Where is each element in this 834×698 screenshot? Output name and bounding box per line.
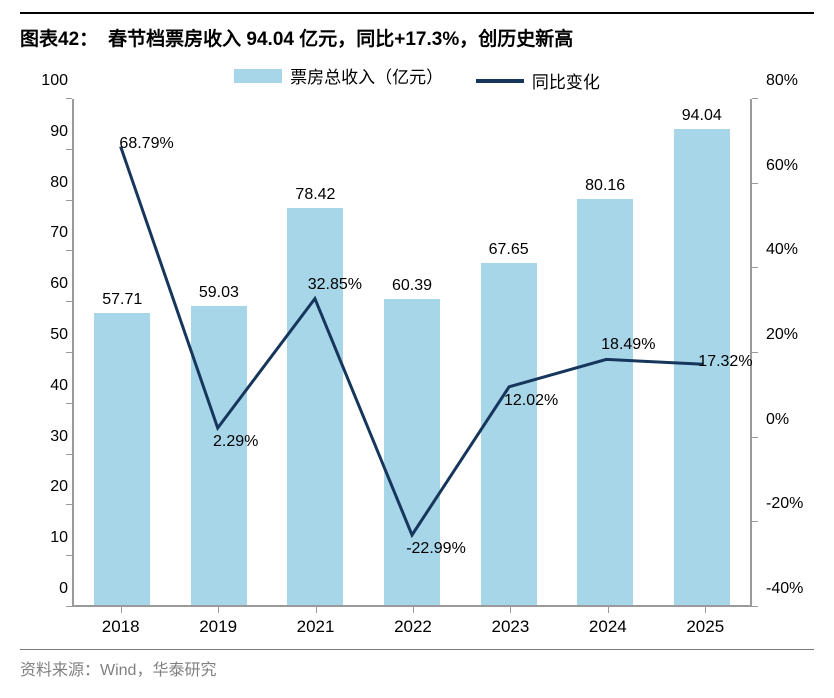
y-left-tick: 90 [18, 123, 68, 141]
title-prefix: 图表42： [20, 29, 98, 50]
legend-line-swatch [476, 79, 524, 83]
y-right-tick: 0% [766, 411, 816, 429]
legend-line-label: 同比变化 [532, 68, 600, 93]
line-value-label: -22.99% [406, 540, 466, 558]
line-value-label: 18.49% [601, 336, 655, 354]
y-axis-left: 0102030405060708090100 [20, 99, 70, 607]
source-row: 资料来源：Wind，华泰研究 [20, 649, 814, 680]
x-axis: 2018201920212022202320242025 [72, 609, 754, 643]
x-tick: 2018 [72, 609, 169, 643]
legend-bar-swatch [234, 69, 282, 83]
chart-area: 票房总收入（亿元） 同比变化 0 10 20 30 40 50 60 70 80 90 100 -4… [20, 63, 814, 643]
x-tick: 2022 [364, 609, 461, 643]
title-row: 图表42： 春节档票房收入 94.04 亿元，同比+17.3%，创历史新高 [20, 12, 814, 59]
line-value-label: 12.02% [504, 392, 558, 410]
line-value-label: 32.85% [308, 276, 362, 294]
x-tick: 2019 [169, 609, 266, 643]
y-left-tick: 0 [18, 580, 68, 598]
y-left-tick: 10 [18, 529, 68, 547]
y-left-tick: 70 [18, 224, 68, 242]
legend-item-bar: 票房总收入（亿元） [234, 63, 443, 88]
legend-item-line: 同比变化 [476, 68, 600, 93]
y-left-tick: 50 [18, 326, 68, 344]
y-left-tick: 80 [18, 174, 68, 192]
line-value-label: 68.79% [119, 135, 173, 153]
title-text: 春节档票房收入 94.04 亿元，同比+17.3%，创历史新高 [108, 29, 573, 50]
y-right-tick: 20% [766, 326, 816, 344]
y-right-tick: 80% [766, 72, 816, 90]
y-right-tick: 60% [766, 157, 816, 175]
y-left-tick: 20 [18, 478, 68, 496]
y-left-tick: 40 [18, 377, 68, 395]
source-label: 资料来源：Wind，华泰研究 [20, 662, 216, 679]
x-tick: 2021 [267, 609, 364, 643]
legend-bar-label: 票房总收入（亿元） [290, 63, 443, 88]
x-tick: 2023 [462, 609, 559, 643]
y-left-tick: 100 [18, 72, 68, 90]
y-right-tick: -20% [766, 495, 816, 513]
x-tick: 2024 [559, 609, 656, 643]
y-right-tick: -40% [766, 580, 816, 598]
line-value-label: 2.29% [213, 433, 258, 451]
y-axis-right: -40%-20%0%20%40%60%80% [764, 99, 814, 607]
y-left-tick: 60 [18, 275, 68, 293]
line-value-label: 17.32% [698, 353, 752, 371]
chart-title: 图表42： 春节档票房收入 94.04 亿元，同比+17.3%，创历史新高 [20, 29, 573, 50]
legend: 票房总收入（亿元） 同比变化 [20, 63, 814, 93]
figure-container: 图表42： 春节档票房收入 94.04 亿元，同比+17.3%，创历史新高 票房总… [0, 0, 834, 698]
y-left-tick: 30 [18, 428, 68, 446]
y-right-tick: 40% [766, 241, 816, 259]
x-tick: 2025 [657, 609, 754, 643]
plot-area: 57.7159.0378.4260.3967.6580.1694.04 68.7… [72, 99, 752, 607]
